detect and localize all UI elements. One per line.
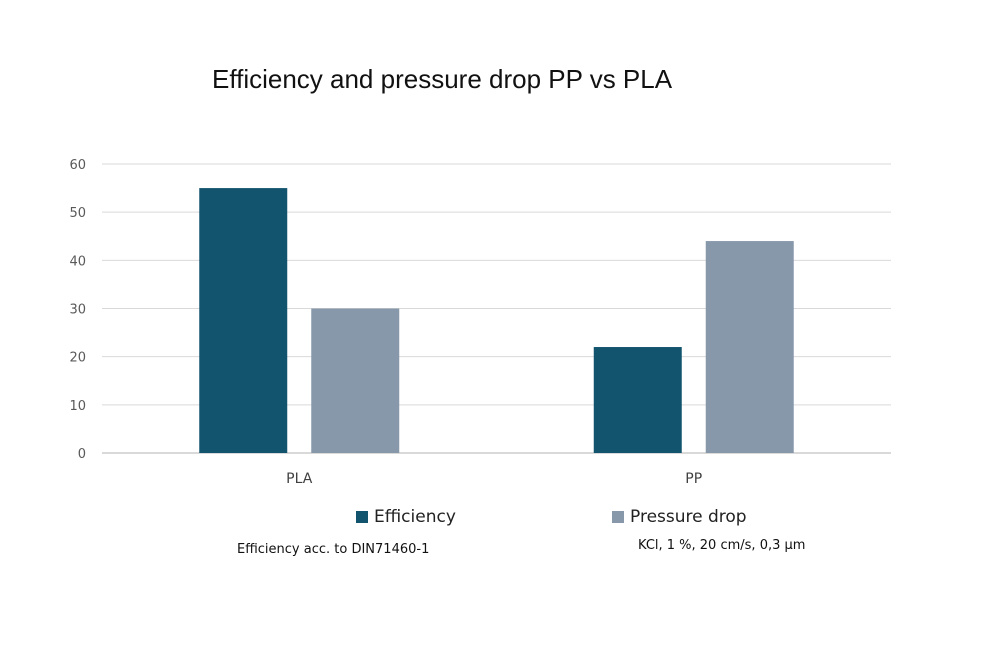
y-tick-label: 30 <box>69 303 86 318</box>
x-category-label: PP <box>685 471 702 487</box>
bar-pp-pressure-drop <box>705 241 794 453</box>
legend-item-pressure-drop: Pressure drop <box>612 507 747 527</box>
y-axis-ticks: 0 10 20 30 40 50 60 <box>69 158 86 462</box>
y-tick-label: 60 <box>69 158 86 173</box>
legend-item-efficiency: Efficiency <box>356 507 456 527</box>
efficiency-note: Efficiency acc. to DIN71460-1 <box>237 542 430 557</box>
y-tick-label: 0 <box>78 447 86 462</box>
pressure-drop-note: KCl, 1 %, 20 cm/s, 0,3 µm <box>638 538 806 553</box>
legend-swatch-efficiency <box>356 511 368 523</box>
chart-title: Efficiency and pressure drop PP vs PLA <box>212 64 673 94</box>
y-tick-label: 20 <box>69 351 86 366</box>
legend-label-efficiency: Efficiency <box>374 507 456 527</box>
legend-label-pressure-drop: Pressure drop <box>630 507 747 527</box>
bar-pp-efficiency <box>593 347 682 453</box>
x-category-label: PLA <box>286 471 313 487</box>
legend-swatch-pressure-drop <box>612 511 624 523</box>
x-axis-categories: PLA PP <box>286 471 702 487</box>
y-tick-label: 40 <box>69 254 86 269</box>
bar-pla-pressure-drop <box>311 308 400 453</box>
bar-pla-efficiency <box>199 188 288 454</box>
y-tick-label: 10 <box>69 399 86 414</box>
y-tick-label: 50 <box>69 206 86 221</box>
bars <box>199 188 794 454</box>
